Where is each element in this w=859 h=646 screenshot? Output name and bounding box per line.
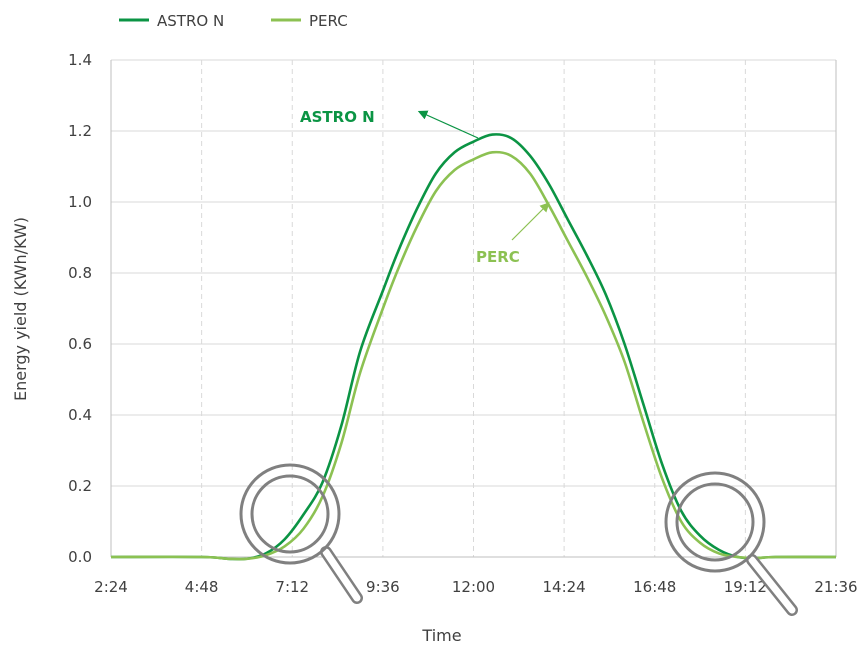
x-tick-label: 4:48 xyxy=(185,578,219,596)
legend-item-perc: PERC xyxy=(271,12,348,30)
x-tick-label: 12:00 xyxy=(452,578,495,596)
legend-label-astro: ASTRO N xyxy=(157,12,224,30)
y-tick-label: 0.2 xyxy=(68,477,92,495)
y-tick-label: 0.8 xyxy=(68,264,92,282)
x-tick-label: 7:12 xyxy=(275,578,309,596)
x-tick-label: 2:24 xyxy=(94,578,128,596)
annotation-arrow-astro xyxy=(417,110,479,139)
series-layer xyxy=(110,133,837,561)
y-tick-label: 0.4 xyxy=(68,406,92,424)
x-tick-label: 21:36 xyxy=(814,578,857,596)
y-tick-label: 1.0 xyxy=(68,193,92,211)
magnifier-icon xyxy=(664,471,798,616)
x-tick-label: 16:48 xyxy=(633,578,676,596)
y-tick-label: 1.4 xyxy=(68,51,92,69)
series-line-astro xyxy=(110,133,837,561)
y-tick-label: 0.6 xyxy=(68,335,92,353)
annotation-arrow-perc xyxy=(511,202,550,241)
x-tick-label: 9:36 xyxy=(366,578,400,596)
x-tick-label: 14:24 xyxy=(543,578,586,596)
annotation-astro: ASTRO N xyxy=(300,108,375,126)
x-tick-label: 19:12 xyxy=(724,578,767,596)
y-axis-title: Energy yield (KWh/KW) xyxy=(11,217,30,401)
grid-lines xyxy=(111,59,836,557)
series-line-perc xyxy=(110,150,837,561)
annotation-perc: PERC xyxy=(476,248,520,266)
legend-label-perc: PERC xyxy=(309,12,348,30)
legend: ASTRO N PERC xyxy=(119,12,348,30)
axes: 0.0 0.2 0.4 0.6 0.8 1.0 1.2 1.4 2:24 4:48 7:12 9:36… xyxy=(68,51,857,596)
magnifiers xyxy=(239,463,798,616)
legend-item-astro: ASTRO N xyxy=(119,12,224,30)
magnifier-icon xyxy=(239,463,363,604)
annotation-layer: ASTRO N PERC xyxy=(300,108,550,266)
x-axis-title: Time xyxy=(421,626,461,645)
y-tick-label: 0.0 xyxy=(68,548,92,566)
y-tick-label: 1.2 xyxy=(68,122,92,140)
